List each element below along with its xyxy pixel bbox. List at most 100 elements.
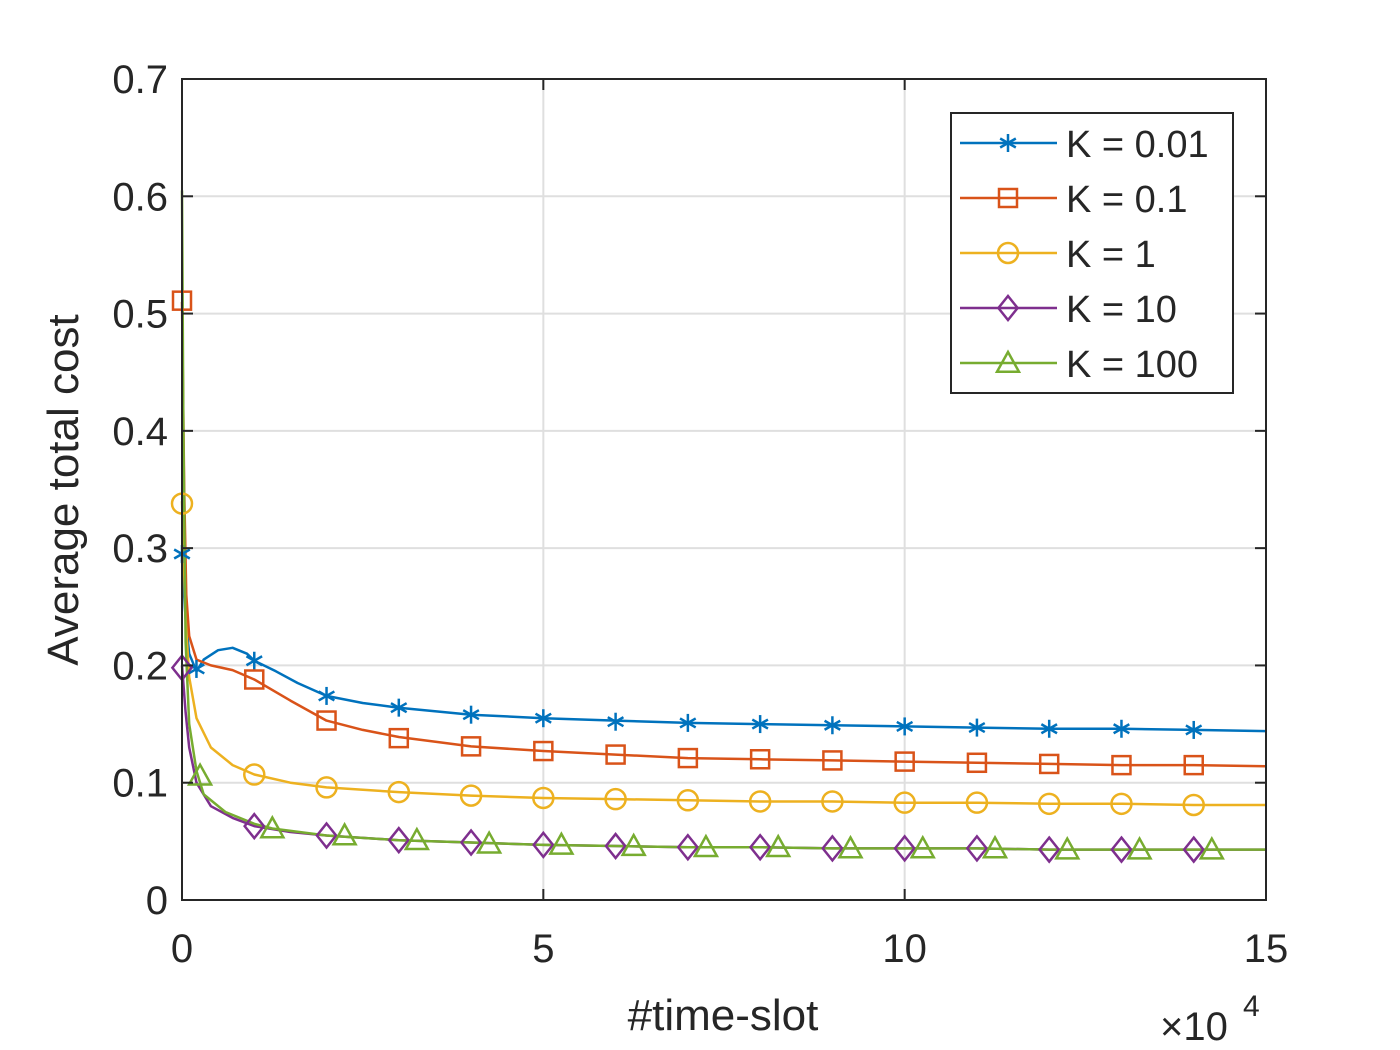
series-0-marker [968,718,986,737]
x-tick-label: 0 [171,927,193,971]
series-0-marker [607,712,625,731]
series-3-marker [1182,835,1205,864]
series-4-marker [692,833,720,858]
series-lines [180,190,1267,851]
series-4-marker [765,833,792,858]
series-0-marker [679,713,697,732]
series-4-marker [1054,835,1081,860]
series-0-marker [1113,719,1130,738]
series-line-2 [180,501,1266,807]
series-2-marker [387,780,411,804]
legend: K = 0.01 K = 0.1 K = 1 K = 10 K = 100 [950,112,1234,394]
series-2-marker [1182,793,1205,817]
series-1-marker [1111,754,1132,776]
series-0-marker [534,709,552,728]
series-1-marker [533,740,554,762]
series-2-marker [821,790,844,813]
series-4-marker [981,834,1009,859]
y-tick-label: 0.6 [112,175,168,219]
series-0-marker [390,698,408,717]
series-2-marker [459,784,483,807]
series-0-marker [245,651,263,670]
series-2-marker [1110,792,1133,816]
axis-ticks [181,78,1267,901]
x-axis-exponent: ×10 4 [1160,990,1260,1049]
series-2-marker [532,786,555,810]
series-3-marker [748,833,772,862]
series-3-marker [459,828,483,857]
y-tick-label: 0.2 [112,644,168,688]
series-2-marker [243,763,266,786]
x-exponent-power: 4 [1243,990,1260,1023]
series-4-marker [548,831,575,855]
series-4-marker [620,832,647,857]
series-1-marker [605,744,626,765]
series-1-marker [1038,753,1060,775]
series-3-marker [604,832,627,861]
legend-marker-2 [996,241,1020,265]
legend-label-1: K = 0.1 [1066,179,1187,221]
legend-marker-3 [996,293,1020,323]
series-3-marker [893,834,916,863]
series-1-marker [244,669,265,690]
series-4-marker [476,830,503,854]
y-tick-label: 0.5 [112,293,168,337]
series-1-marker [388,727,410,749]
series-2-marker [315,776,338,799]
x-axis-label: #time-slot [628,991,819,1040]
series-1-marker [460,736,482,757]
series-3-marker [1037,835,1061,864]
series-3-marker [315,821,338,850]
tick-labels: 0 5 10 15 0 0.1 0.2 0.3 0.4 0.5 0.6 0.7 [112,58,1288,971]
series-2-marker [748,790,772,813]
plot-frame [181,78,1267,901]
series-0-marker [751,715,769,734]
series-3-marker [243,812,266,841]
series-3-marker [532,830,555,859]
series-4-marker [259,814,286,839]
series-0-marker [462,705,480,724]
series-line-0 [180,559,1267,733]
x-tick-label: 10 [882,927,927,971]
legend-label-2: K = 1 [1066,234,1156,276]
series-4-marker [1126,835,1153,860]
series-0-marker [318,686,335,705]
series-0-marker [1185,720,1203,739]
series-3-marker [821,834,844,863]
series-2-marker [676,789,700,812]
legend-label-4: K = 100 [1066,344,1198,386]
legend-marker-0 [999,134,1017,152]
series-1-marker [1183,754,1204,776]
series-3-marker [965,834,989,863]
series-4-marker [403,826,430,851]
y-tick-label: 0 [146,879,168,923]
series-4-marker [1198,835,1225,860]
series-1-marker [966,752,988,774]
series-3-marker [676,833,700,862]
series-1-marker [894,751,915,772]
series-0-marker [823,716,841,735]
series-0-marker [896,717,914,736]
y-tick-label: 0.4 [112,410,168,454]
series-3-marker [387,826,411,855]
series-0-marker [1040,719,1058,738]
series-4-marker [909,834,936,859]
series-2-marker [1037,792,1061,816]
y-tick-label: 0.1 [112,762,168,806]
series-2-marker [965,791,989,814]
series-markers [170,290,1225,864]
series-4-marker [837,834,864,859]
legend-label-0: K = 0.01 [1066,124,1209,166]
x-tick-label: 15 [1244,927,1289,971]
series-2-marker [604,787,627,811]
y-axis-label: Average total cost [39,314,88,665]
series-1-marker [822,750,843,771]
series-1-marker [749,749,771,770]
series-4-marker [186,762,214,786]
y-tick-label: 0.7 [112,58,168,102]
x-tick-label: 5 [532,927,554,971]
y-tick-label: 0.3 [112,527,168,571]
series-4-marker [331,821,358,846]
series-1-marker [677,747,699,769]
